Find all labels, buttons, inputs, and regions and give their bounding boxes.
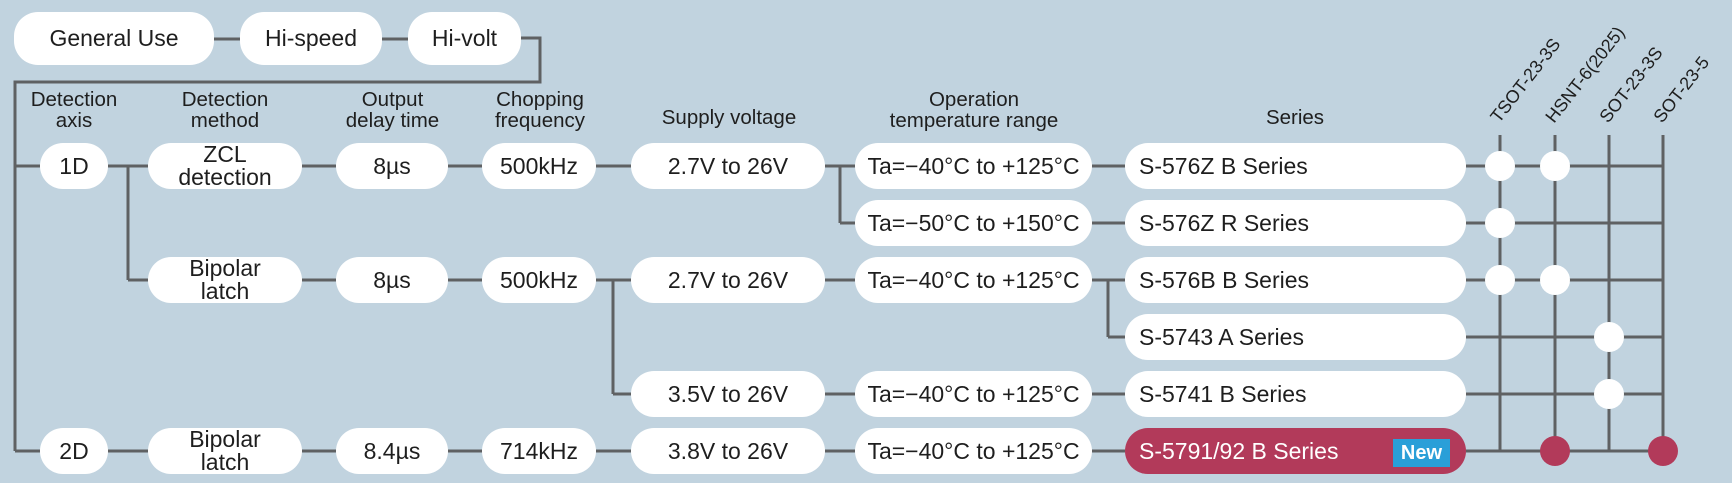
package-dot-hsnt-576z-b (1540, 151, 1570, 181)
header-series: Series (1265, 106, 1325, 129)
series-s-5741-b[interactable]: S-5741 B Series (1125, 371, 1466, 417)
method-bipolar-latch[interactable]: Bipolar latch (148, 257, 302, 303)
header-detection-method: Detection method (181, 88, 269, 132)
header-detection-axis: Detection axis (30, 88, 118, 132)
header-temperature-range: Operation temperature range (889, 88, 1059, 132)
tab-hi-speed[interactable]: Hi-speed (240, 12, 382, 65)
series-name: S-5791/92 B Series (1139, 437, 1339, 464)
supply-voltage-4[interactable]: 3.8V to 26V (631, 428, 825, 474)
series-s-576b-b[interactable]: S-576B B Series (1125, 257, 1466, 303)
package-dot-hsnt-5791 (1540, 436, 1570, 466)
temp-range-5[interactable]: Ta=−40°C to +125°C (855, 428, 1092, 474)
axis-2d[interactable]: 2D (40, 428, 108, 474)
series-s-5743-a[interactable]: S-5743 A Series (1125, 314, 1466, 360)
series-s-576z-r[interactable]: S-576Z R Series (1125, 200, 1466, 246)
tab-hi-volt[interactable]: Hi-volt (408, 12, 521, 65)
new-badge: New (1392, 439, 1450, 467)
temp-range-2[interactable]: Ta=−50°C to +150°C (855, 200, 1092, 246)
header-chopping-frequency: Chopping frequency (494, 88, 586, 132)
tab-general-use[interactable]: General Use (14, 12, 214, 65)
series-s-5791-92-b[interactable]: S-5791/92 B Series New (1125, 428, 1466, 474)
method-zcl-detection[interactable]: ZCL detection (148, 143, 302, 189)
temp-range-3[interactable]: Ta=−40°C to +125°C (855, 257, 1092, 303)
delay-zcl[interactable]: 8µs (336, 143, 448, 189)
temp-range-4[interactable]: Ta=−40°C to +125°C (855, 371, 1092, 417)
package-dot-sot5-5791 (1648, 436, 1678, 466)
chopping-bipolar[interactable]: 500kHz (482, 257, 596, 303)
delay-bipolar[interactable]: 8µs (336, 257, 448, 303)
package-dot-tsot-576z-r (1485, 208, 1515, 238)
chopping-zcl[interactable]: 500kHz (482, 143, 596, 189)
method-bipolar-latch-2d[interactable]: Bipolar latch (148, 428, 302, 474)
delay-2d[interactable]: 8.4µs (336, 428, 448, 474)
package-dot-tsot-576z-b (1485, 151, 1515, 181)
temp-range-1[interactable]: Ta=−40°C to +125°C (855, 143, 1092, 189)
header-output-delay: Output delay time (345, 88, 440, 132)
series-s-576z-b[interactable]: S-576Z B Series (1125, 143, 1466, 189)
chopping-2d[interactable]: 714kHz (482, 428, 596, 474)
package-dot-sot3s-5741-b (1594, 379, 1624, 409)
supply-voltage-3[interactable]: 3.5V to 26V (631, 371, 825, 417)
header-supply-voltage: Supply voltage (661, 106, 797, 129)
package-dot-sot3s-5743-a (1594, 322, 1624, 352)
axis-1d[interactable]: 1D (40, 143, 108, 189)
package-dot-tsot-576b-b (1485, 265, 1515, 295)
supply-voltage-1[interactable]: 2.7V to 26V (631, 143, 825, 189)
supply-voltage-2[interactable]: 2.7V to 26V (631, 257, 825, 303)
package-dot-hsnt-576b-b (1540, 265, 1570, 295)
